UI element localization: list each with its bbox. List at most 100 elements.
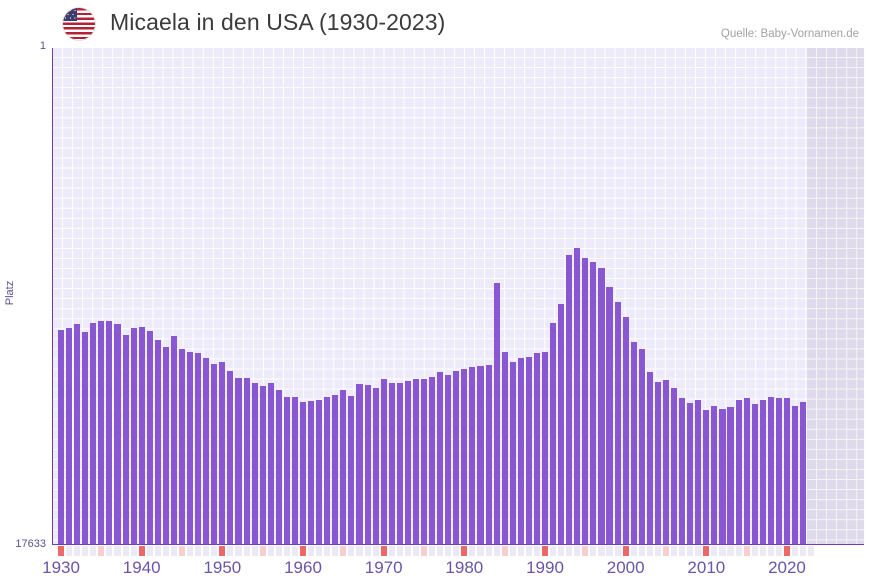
bar [735,400,742,544]
bar [719,409,726,544]
bar [138,327,145,544]
x-axis-tick-label: 1990 [526,558,564,577]
bar [98,321,105,544]
bar [404,381,411,544]
bar [259,386,266,544]
x-tick-blank [719,546,726,556]
bar [187,352,194,544]
x-tick-blank [356,546,363,556]
x-tick-blank [590,546,597,556]
bar [461,369,468,544]
bar [178,349,186,544]
x-tick-blank [477,546,484,556]
chart-plot-area [52,48,864,546]
x-tick-blank [800,546,807,556]
y-axis-title: Platz [4,280,16,306]
x-axis-tick-label: 1970 [364,558,403,577]
bar [251,383,258,544]
x-tick-major [541,546,549,556]
x-axis-tick-label: 1960 [284,558,322,577]
x-tick-blank [453,546,460,556]
bar [501,352,508,544]
bar [275,390,282,544]
page-title: Micaela in den USA (1930-2023) [110,9,446,35]
x-tick-blank [170,546,177,556]
x-axis-tick-label: 2000 [606,558,645,577]
x-tick-blank [162,546,169,556]
bar [582,258,589,544]
bar [687,403,694,544]
x-tick-blank [735,546,742,556]
x-tick-blank [630,546,637,556]
x-tick-blank [396,546,403,556]
x-tick-blank [606,546,613,556]
bar [283,397,290,544]
y-axis-line [52,48,54,545]
bar [445,375,452,544]
x-tick-blank [638,546,645,556]
x-tick-blank [106,546,113,556]
bar [638,349,645,544]
x-tick-blank [388,546,395,556]
x-tick-major [461,546,468,556]
x-tick-blank [509,546,516,556]
x-tick-blank [235,546,242,556]
bar [420,379,428,544]
bar [114,324,121,544]
x-axis-tick-label: 1940 [122,558,161,577]
us-flag-icon [63,8,95,40]
x-tick-blank [525,546,532,556]
x-axis-tick-label: 2010 [687,558,726,577]
bar [380,379,387,544]
x-tick-blank [429,546,436,556]
bar [364,385,371,544]
bar [550,323,557,544]
bar [58,330,65,544]
bar-series [53,48,864,544]
x-axis-line [52,544,864,546]
bar [90,323,97,544]
source-label: Quelle: Baby-Vornamen.de [720,28,859,40]
bar [783,398,791,544]
x-tick-blank [485,546,492,556]
bar [759,400,766,544]
bar [372,388,379,544]
bar [203,358,210,544]
x-tick-minor [582,546,589,556]
x-tick-blank [566,546,573,556]
bar [493,283,500,544]
x-tick-major [783,546,791,556]
bar [437,372,444,544]
bar [122,335,129,544]
x-tick-blank [74,546,81,556]
x-tick-blank [332,546,339,556]
bar [308,401,315,544]
bar [517,358,524,544]
x-tick-blank [792,546,799,556]
bar [211,364,218,544]
bar [170,336,177,544]
bar [541,352,549,544]
bar [195,353,202,544]
bar [106,321,113,544]
bar [654,382,661,544]
x-tick-blank [251,546,258,556]
x-tick-blank [372,546,379,556]
x-axis-labels: 1930 1940 1950 1960 1970 1980 1990 2000 2010 2020 [0,558,873,586]
x-tick-blank [687,546,694,556]
bar [646,372,653,544]
x-tick-major [219,546,226,556]
x-tick-blank [122,546,129,556]
bar [316,400,323,544]
x-tick-blank [114,546,121,556]
x-axis-tick-label: 1930 [42,558,80,577]
x-tick-blank [469,546,476,556]
bar [767,397,774,544]
x-tick-blank [203,546,210,556]
bar [267,383,274,544]
bar [558,304,565,544]
x-tick-blank [316,546,323,556]
bar [662,380,670,544]
x-tick-blank [775,546,782,556]
bar [324,397,331,544]
